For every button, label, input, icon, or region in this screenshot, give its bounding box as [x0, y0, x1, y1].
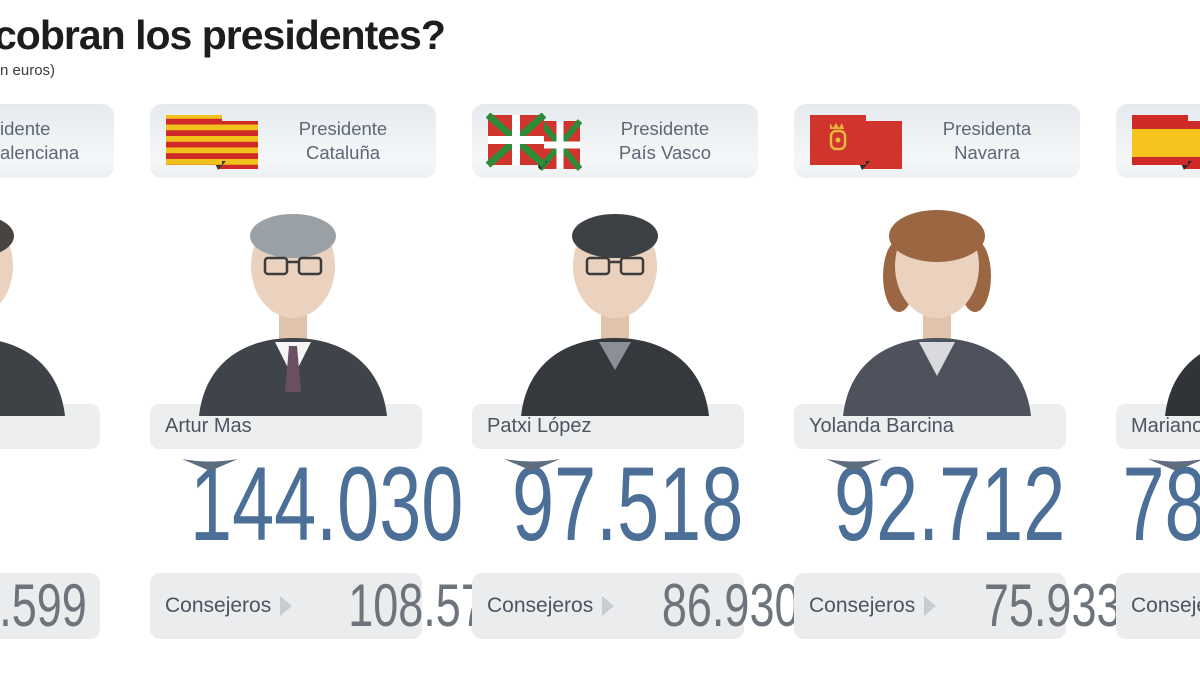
- header-box: Presidenta Navarra: [794, 104, 1080, 178]
- column-cataluna: Presidente Cataluña Artur Mas 144.030 Co…: [150, 0, 511, 675]
- header-label: Presidenta Navarra: [942, 117, 1032, 163]
- salary-value: 97.518: [512, 446, 744, 563]
- consejeros-box: .599: [0, 573, 100, 639]
- consejeros-box: Consejeros 108.576: [150, 573, 511, 639]
- consejeros-label: Consejeros: [487, 594, 594, 617]
- consejeros-box: Consejeros 75.933: [794, 573, 1122, 639]
- header-box: idente alenciana: [0, 104, 114, 178]
- column-navarra: Presidenta Navarra Yolanda Barcina 92.71…: [794, 0, 1122, 675]
- consejeros-value: 86.930: [662, 572, 800, 639]
- name-box: Mariano: [1116, 404, 1200, 449]
- header-label: idente alenciana: [0, 117, 80, 163]
- president-photo: [0, 219, 65, 416]
- column-valenciana: idente alenciana .599: [0, 0, 114, 675]
- catalonia-flag-icon: [166, 115, 258, 170]
- units-note: n euros): [0, 62, 56, 79]
- president-name: Patxi López: [487, 415, 592, 437]
- down-arrow-icon: [826, 459, 882, 471]
- chevron-right-icon: [924, 596, 937, 616]
- consejeros-label: Consejeros: [809, 594, 916, 617]
- consejeros-box: Conseje: [1116, 573, 1200, 639]
- down-arrow-icon: [1148, 459, 1200, 471]
- president-name: Mariano: [1131, 415, 1200, 437]
- president-name: Yolanda Barcina: [809, 415, 954, 437]
- consejeros-value: 75.933: [984, 572, 1122, 639]
- down-arrow-icon: [504, 459, 560, 471]
- header-box: Presidente Cataluña: [150, 104, 436, 178]
- header-box: [1116, 104, 1200, 178]
- salary-value: 92.712: [834, 446, 1066, 563]
- chevron-right-icon: [280, 596, 293, 616]
- header-box: Presidente País Vasco: [472, 104, 758, 178]
- salary-value: 144.030: [190, 446, 464, 563]
- basque-country-flag-icon: [486, 113, 582, 171]
- column-espana: Mariano 78. Conseje: [1116, 0, 1200, 675]
- header-label: Presidente País Vasco: [618, 117, 712, 163]
- header-label: Presidente Cataluña: [298, 117, 388, 163]
- consejeros-label: Consejeros: [165, 594, 272, 617]
- column-pais-vasco: Presidente País Vasco Patxi López 97.518…: [472, 0, 800, 675]
- page-title: cobran los presidentes?: [0, 12, 446, 58]
- consejeros-box: Consejeros 86.930: [472, 573, 800, 639]
- salary-value: 78.: [1122, 446, 1200, 563]
- president-photo: [199, 214, 387, 416]
- president-photo: [1165, 354, 1200, 416]
- chevron-right-icon: [602, 596, 615, 616]
- down-arrow-icon: [182, 459, 238, 471]
- president-photo: [521, 214, 709, 416]
- consejeros-value: .599: [0, 572, 87, 639]
- president-name: Artur Mas: [165, 415, 252, 437]
- spain-flag-icon: [1132, 115, 1200, 170]
- consejeros-label: Conseje: [1131, 594, 1200, 617]
- president-photo: [843, 210, 1031, 416]
- navarre-flag-icon: [810, 115, 902, 170]
